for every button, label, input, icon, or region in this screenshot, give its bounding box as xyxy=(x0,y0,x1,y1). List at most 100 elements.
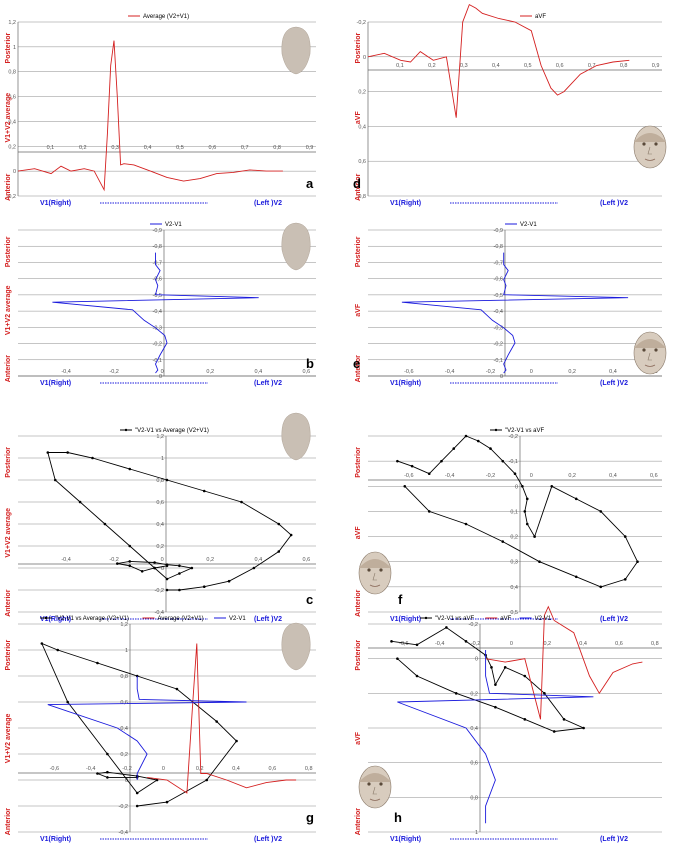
data-point xyxy=(277,550,281,553)
y-tick-label: 0,5 xyxy=(510,610,518,616)
x-label-right-side: V1(Right) xyxy=(40,200,71,207)
data-point xyxy=(396,657,399,660)
x-tick-label: 0,4 xyxy=(232,766,240,772)
y-tick-label: 0 xyxy=(13,169,16,175)
data-point xyxy=(155,778,159,782)
x-tick-label: 0,6 xyxy=(556,63,564,69)
y-label-middle: aVF xyxy=(355,526,362,540)
y-tick-label: 0,4 xyxy=(358,124,366,130)
data-point xyxy=(476,439,480,443)
series-line-blue xyxy=(401,252,629,374)
legend-label: V2-V1 xyxy=(165,222,182,228)
data-point xyxy=(523,510,527,513)
x-tick-label: 0,6 xyxy=(269,766,277,772)
data-point xyxy=(489,447,492,450)
x-tick-label: 0,7 xyxy=(241,145,249,151)
y-tick-label: 0,8 xyxy=(358,194,366,200)
legend-label: "V2-V1 vs aVF xyxy=(435,616,474,622)
y-label-middle: V1+V2 average xyxy=(5,285,12,335)
face-eye-right xyxy=(654,142,658,146)
x-tick-label: -0,4 xyxy=(61,557,70,563)
data-point xyxy=(445,626,448,629)
x-label-left-side: (Left )V2 xyxy=(254,616,282,623)
data-point xyxy=(599,510,603,513)
y-tick-label: 0,6 xyxy=(120,700,128,706)
data-point xyxy=(521,484,524,488)
y-tick-label: -0,1 xyxy=(494,358,503,364)
panel-letter: g xyxy=(306,810,314,825)
panel-a: 1,2 1 0,8 0,6 0,4 0,2 0 -0,2 0,1 0,2 0,3 0,4 0,5 0,6 0… xyxy=(5,14,316,207)
x-tick-label: 0,1 xyxy=(396,63,404,69)
data-point xyxy=(165,478,169,482)
panel-d: -0,2 0 0,2 0,4 0,6 0,8 0,1 0,2 0,3 0,4 0,5 0,6 0,7 0,… xyxy=(353,3,667,207)
data-point xyxy=(106,776,109,779)
x-tick-label: 0,2 xyxy=(79,145,87,151)
x-tick-label: -0,4 xyxy=(445,473,454,479)
y-tick-label: 0 xyxy=(515,484,518,490)
y-tick-label: 0,4 xyxy=(470,726,478,732)
x-tick-label: 0,5 xyxy=(176,145,184,151)
y-label-anterior: Anterior xyxy=(355,589,362,617)
panel-b: -0,9-0,8-0,7-0,6-0,5-0,4-0,3-0,2-0,10-0,… xyxy=(5,222,316,387)
face-eye-left xyxy=(642,142,646,146)
x-tick-label: -0,2 xyxy=(486,369,495,375)
panel-letter: h xyxy=(394,810,402,825)
y-label-posterior: Posterior xyxy=(5,236,12,267)
data-point xyxy=(96,661,99,665)
head-icon-d xyxy=(633,125,667,169)
x-tick-label: 0,6 xyxy=(615,641,623,647)
data-point xyxy=(452,447,456,450)
y-tick-label: -0,2 xyxy=(469,622,478,628)
data-point xyxy=(78,500,82,504)
x-tick-label: 0,6 xyxy=(303,369,311,375)
x-tick-label: -0,4 xyxy=(435,641,444,647)
data-point xyxy=(543,692,546,695)
y-tick-label: 1 xyxy=(13,45,16,51)
y-tick-label: 0,8 xyxy=(470,795,478,801)
y-tick-label: 0,2 xyxy=(470,691,478,697)
x-tick-label: -0,6 xyxy=(404,473,413,479)
y-label-posterior: Posterior xyxy=(355,32,362,63)
data-point xyxy=(135,791,139,795)
face-hair xyxy=(634,339,666,348)
data-point xyxy=(403,484,407,488)
y-tick-label: 0,2 xyxy=(156,544,164,550)
legend-marker xyxy=(424,616,428,620)
data-point xyxy=(501,540,505,543)
x-tick-label: 0 xyxy=(510,641,513,647)
x-tick-label: 0,3 xyxy=(111,145,119,151)
y-tick-label: -0,4 xyxy=(119,830,128,836)
x-tick-label: 0,9 xyxy=(306,145,314,151)
series-line-black xyxy=(391,626,586,732)
data-point xyxy=(165,588,169,592)
data-point xyxy=(523,674,527,678)
panel-c: 1,2 1 0,8 0,6 0,4 0,2 0 -0,2 -0,4 -0,4 -0,2 0 0,2 0,4… xyxy=(5,412,316,623)
y-tick-label: -0,4 xyxy=(153,309,162,315)
y-tick-label: -0,5 xyxy=(494,293,503,299)
x-tick-label: 0 xyxy=(161,369,164,375)
data-point xyxy=(140,570,144,573)
y-tick-label: 0 xyxy=(475,657,478,663)
y-tick-label: 0,1 xyxy=(510,509,518,515)
data-point xyxy=(103,522,107,526)
data-point xyxy=(46,451,50,454)
legend-label: aVF xyxy=(500,616,511,622)
data-point xyxy=(599,585,603,589)
data-point xyxy=(538,560,541,564)
legend-marker xyxy=(44,616,48,620)
y-tick-label: 0,4 xyxy=(156,522,164,528)
x-label-right-side: V1(Right) xyxy=(390,380,421,387)
y-tick-label: 0,2 xyxy=(510,535,518,541)
x-tick-label: -0,2 xyxy=(471,641,480,647)
data-point xyxy=(66,451,69,454)
x-tick-label: 0,1 xyxy=(47,145,55,151)
y-tick-label: 0,8 xyxy=(8,70,16,76)
data-point xyxy=(533,535,536,538)
y-label-middle: V1+V2 average xyxy=(5,508,12,558)
x-tick-label: 0,4 xyxy=(609,473,617,479)
x-tick-label: 0,8 xyxy=(273,145,281,151)
data-point xyxy=(410,464,414,468)
y-tick-label: 0,2 xyxy=(8,144,16,150)
x-tick-label: 0,7 xyxy=(588,63,596,69)
x-tick-label: 0,3 xyxy=(460,63,468,69)
